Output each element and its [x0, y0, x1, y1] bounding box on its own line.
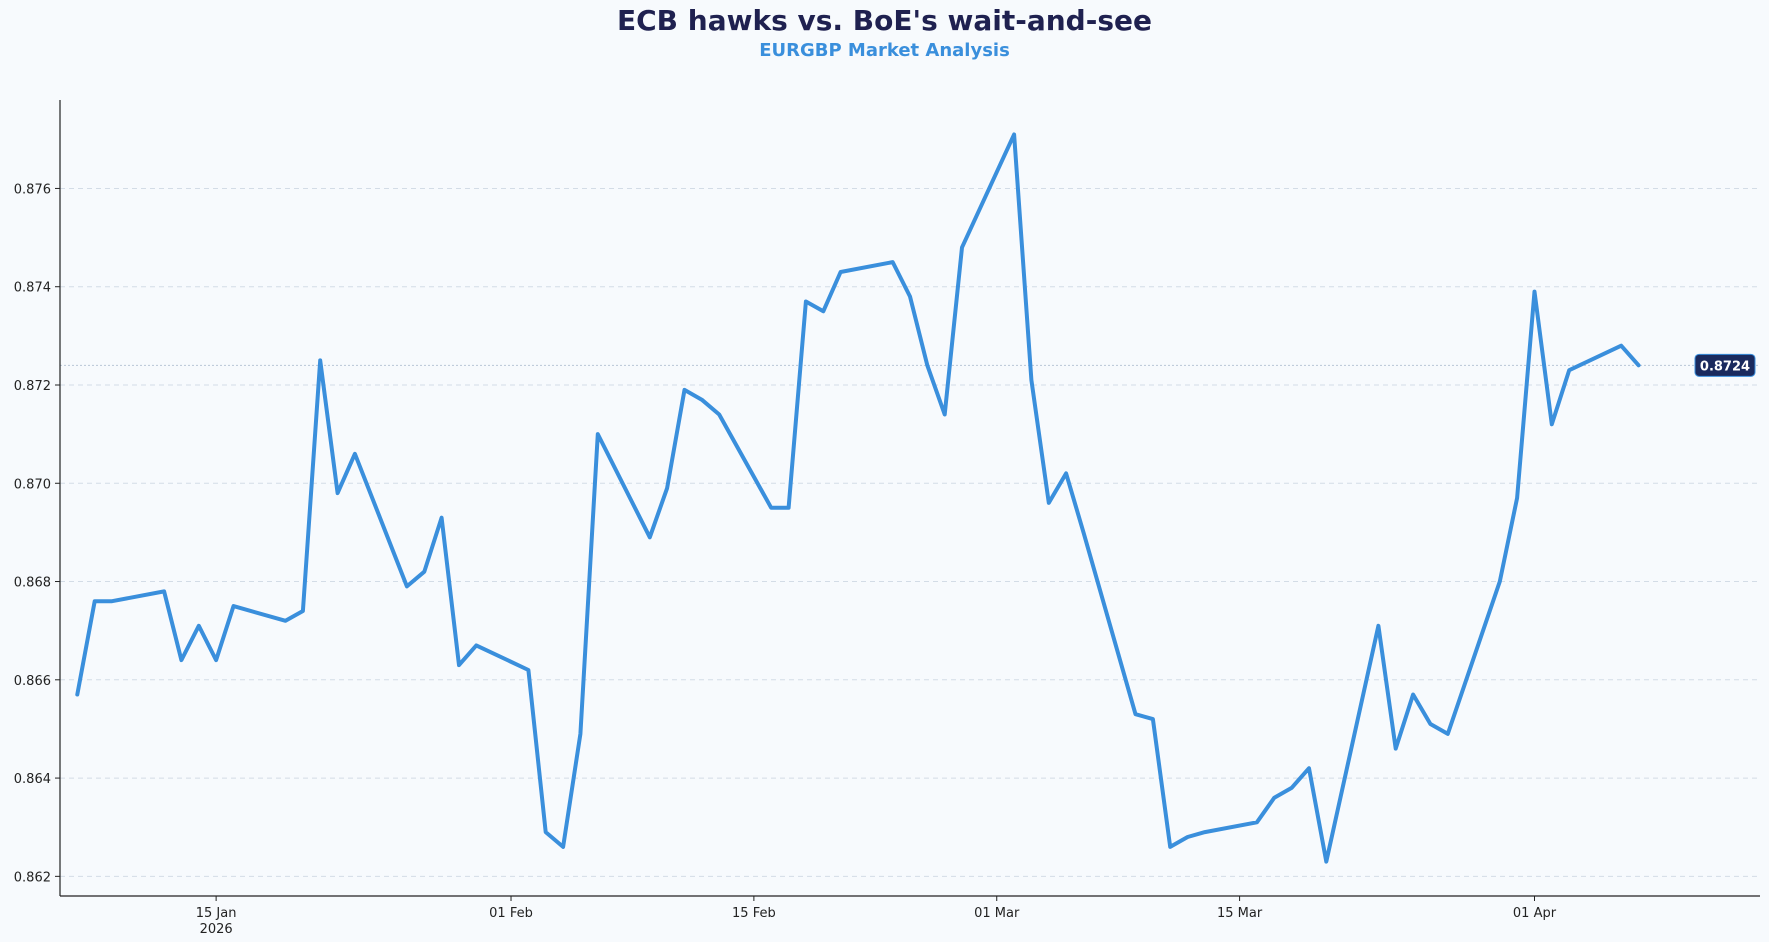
y-tick-label: 0.870	[14, 477, 51, 492]
last-value-badge: 0.8724	[1694, 353, 1756, 377]
y-tick-label: 0.862	[14, 870, 51, 885]
last-value-label: 0.8724	[1700, 359, 1750, 374]
x-tick-label: 01 Mar	[974, 906, 1020, 921]
x-tick-year-label: 2026	[200, 922, 233, 937]
x-tick-label: 15 Mar	[1217, 906, 1263, 921]
last-value-badge-background	[1694, 353, 1756, 377]
y-tick-label: 0.874	[14, 281, 51, 296]
y-tick-label: 0.866	[14, 674, 51, 689]
x-tick-label: 15 Jan	[196, 906, 237, 921]
series-line	[75, 132, 1641, 864]
axes	[59, 100, 1760, 897]
grid-lines	[60, 187, 1760, 877]
y-tick-label: 0.868	[14, 576, 51, 591]
chart-title: ECB hawks vs. BoE's wait-and-see	[617, 4, 1152, 37]
x-tick-label: 15 Feb	[732, 906, 776, 921]
y-tick-label: 0.864	[14, 772, 51, 787]
y-tick-label: 0.876	[14, 182, 51, 197]
y-axis-ticks: 0.862 0.864 0.866 0.868 0.870 0.872 0.874 0.876	[14, 182, 60, 885]
y-tick-label: 0.872	[14, 379, 51, 394]
x-tick-label: 01 Feb	[489, 906, 533, 921]
chart-subtitle: EURGBP Market Analysis	[759, 40, 1010, 61]
x-tick-label: 01 Apr	[1513, 906, 1557, 921]
